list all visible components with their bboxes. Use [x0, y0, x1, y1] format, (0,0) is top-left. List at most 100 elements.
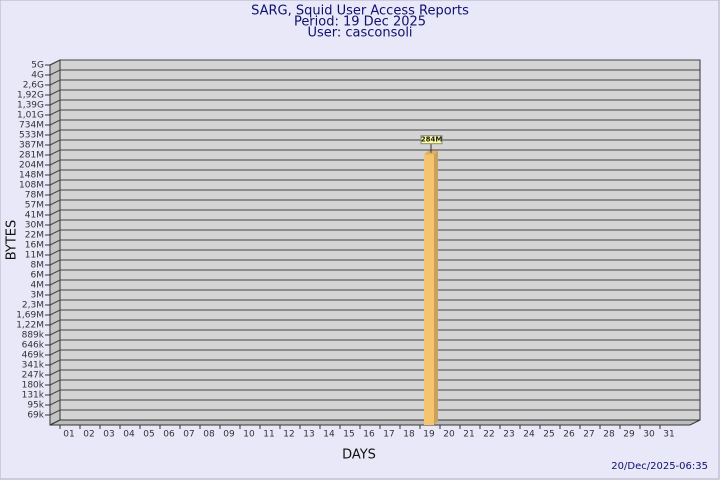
x-tick-label: 18 [403, 430, 415, 440]
x-tick-label: 20 [443, 430, 455, 440]
x-tick-label: 24 [523, 430, 535, 440]
y-tick-label: 2,6G [23, 81, 44, 91]
y-tick-label: 341k [22, 361, 45, 371]
grid-line [49, 249, 700, 256]
grid-line [49, 279, 700, 286]
grid-line [49, 369, 700, 376]
x-axis-label: DAYS [342, 448, 376, 463]
chart-title: SARG, Squid User Access Reports [251, 4, 469, 19]
x-tick-label: 27 [583, 430, 594, 440]
y-tick-label: 180k [22, 381, 45, 391]
grid-line [49, 139, 700, 146]
y-tick-label: 69k [27, 411, 44, 421]
x-tick-label: 14 [323, 430, 335, 440]
y-tick-label: 148M [19, 171, 44, 181]
x-tick-label: 12 [283, 430, 294, 440]
grid-line [49, 99, 700, 106]
x-tick-label: 28 [603, 430, 615, 440]
y-tick-label: 78M [25, 191, 44, 201]
x-tick-label: 21 [463, 430, 474, 440]
x-tick-label: 22 [483, 430, 494, 440]
grid-line [49, 379, 700, 386]
y-tick-label: 469k [22, 351, 45, 361]
y-tick-label: 2,3M [22, 301, 44, 311]
x-tick-label: 13 [303, 430, 314, 440]
y-tick-label: 5G [31, 61, 44, 71]
y-tick-label: 387M [19, 141, 44, 151]
grid-line [49, 169, 700, 176]
grid-line [49, 189, 700, 196]
value-label-box [420, 135, 443, 145]
y-tick-label: 95k [27, 401, 44, 411]
bar [424, 154, 434, 425]
grid-line [49, 159, 700, 166]
x-tick-label: 25 [543, 430, 554, 440]
y-tick-label: 3M [31, 291, 45, 301]
grid-line [49, 79, 700, 86]
y-tick-label: 1,39G [17, 101, 44, 111]
x-tick-label: 07 [183, 430, 194, 440]
grid-line [49, 329, 700, 336]
grid-line [49, 229, 700, 236]
x-tick-label: 16 [363, 430, 375, 440]
grid-line [49, 209, 700, 216]
grid-line [49, 359, 700, 366]
x-tick-label: 15 [343, 430, 354, 440]
grid-line [49, 109, 700, 116]
y-tick-label: 11M [25, 251, 44, 261]
y-tick-label: 22M [25, 231, 44, 241]
grid-line [49, 239, 700, 246]
x-tick-label: 01 [63, 430, 74, 440]
x-tick-label: 04 [123, 430, 135, 440]
y-tick-label: 8M [31, 261, 45, 271]
y-tick-label: 4M [31, 281, 45, 291]
y-tick-label: 108M [19, 181, 44, 191]
x-tick-label: 26 [563, 430, 575, 440]
chart-subtitle: User: casconsoli [307, 26, 412, 41]
grid-line [49, 149, 700, 156]
timestamp: 20/Dec/2025-06:35 [611, 461, 708, 472]
floor [49, 419, 701, 426]
grid-line [49, 349, 700, 356]
x-tick-label: 10 [243, 430, 255, 440]
x-tick-label: 29 [623, 430, 635, 440]
grid-line [49, 339, 700, 346]
grid-line [49, 219, 700, 226]
y-tick-label: 30M [25, 221, 44, 231]
y-tick-label: 1,69M [16, 311, 44, 321]
grid-line [49, 179, 700, 186]
x-tick-label: 05 [143, 430, 154, 440]
y-tick-label: 131k [22, 391, 45, 401]
grid-line [49, 399, 700, 406]
x-tick-label: 09 [223, 430, 235, 440]
x-tick-label: 06 [163, 430, 175, 440]
x-tick-label: 11 [263, 430, 274, 440]
bar-side [434, 150, 438, 425]
y-tick-label: 247k [22, 371, 45, 381]
y-tick-label: 281M [19, 151, 44, 161]
y-tick-label: 1,22M [16, 321, 44, 331]
grid-line [49, 319, 700, 326]
grid-line [49, 409, 700, 416]
value-label: 284M [421, 136, 443, 144]
grid-line [49, 269, 700, 276]
y-tick-label: 6M [31, 271, 45, 281]
grid-line [49, 309, 700, 316]
y-tick-label: 646k [22, 341, 45, 351]
y-tick-label: 889k [22, 331, 45, 341]
y-tick-label: 16M [25, 241, 44, 251]
grid-line [49, 69, 700, 76]
x-tick-label: 08 [203, 430, 215, 440]
y-tick-label: 1,92G [17, 91, 44, 101]
y-tick-label: 41M [25, 211, 44, 221]
grid-line [49, 299, 700, 306]
grid-line [49, 129, 700, 136]
y-tick-label: 4G [31, 71, 44, 81]
x-tick-label: 30 [643, 430, 655, 440]
grid-line [49, 119, 700, 126]
chart-subtitle: Period: 19 Dec 2025 [294, 15, 426, 30]
grid-line [49, 89, 700, 96]
y-tick-label: 734M [19, 121, 44, 131]
grid-line [49, 289, 700, 296]
y-tick-label: 1,01G [17, 111, 44, 121]
